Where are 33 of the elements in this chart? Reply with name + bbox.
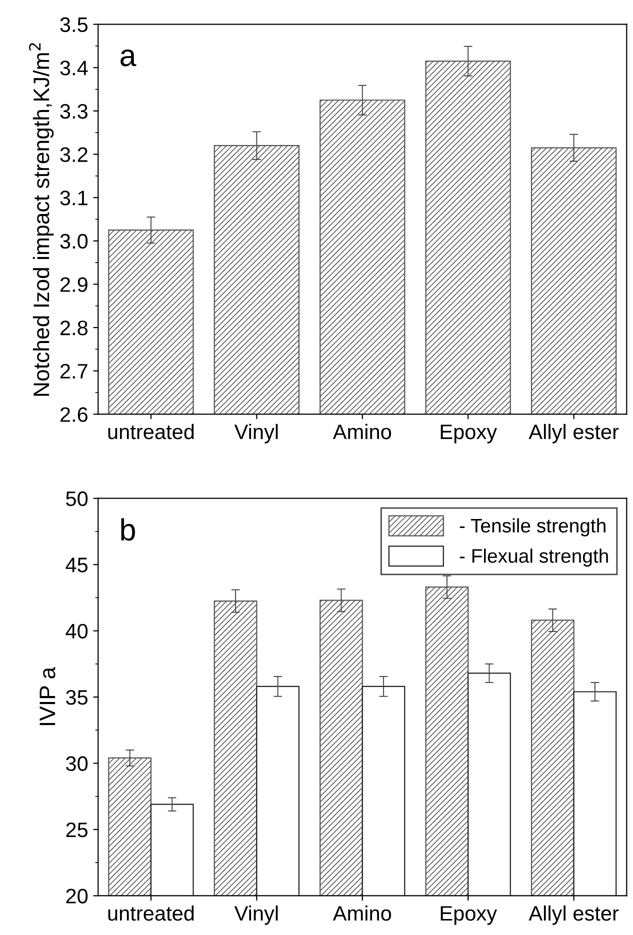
x-tick-label: untreated: [108, 905, 194, 921]
y-tick-label: 3.0: [60, 234, 88, 249]
y-tick-label: 3.4: [60, 60, 88, 76]
y-tick-label: 45: [66, 558, 88, 572]
x-tick-label: Amino: [332, 424, 392, 440]
y-tick-label: 30: [66, 756, 88, 772]
legend-label: - Tensile strength: [460, 518, 606, 536]
y-tick-label: 2.6: [60, 407, 88, 422]
x-tick-label: Allyl ester: [528, 424, 619, 444]
annotation: a: [120, 50, 136, 66]
x-tick-label: Allyl ester: [528, 905, 619, 925]
y-tick-label: 25: [66, 822, 88, 838]
y-tick-label: 3.2: [60, 147, 88, 162]
y-tick-label: 40: [66, 624, 88, 639]
x-tick-label: Amino: [332, 905, 392, 921]
legend-label: - Flexual strength: [460, 548, 608, 567]
y-axis-title: Notched Izod impact strength,KJ/m$^{2}$: [28, 43, 54, 396]
y-tick-label: 2.9: [60, 277, 88, 292]
y-tick-label: 3.1: [60, 190, 88, 206]
x-tick-label: untreated: [108, 424, 194, 440]
y-tick-label: 20: [66, 888, 88, 904]
x-tick-label: Epoxy: [440, 906, 498, 925]
y-tick-label: 50: [66, 491, 88, 506]
y-tick-label: 3.3: [60, 104, 88, 119]
x-tick-label: Vinyl: [234, 905, 278, 925]
x-tick-label: Vinyl: [234, 424, 278, 444]
y-tick-label: 35: [66, 690, 88, 705]
y-tick-label: 2.8: [60, 320, 88, 336]
annotation: b: [121, 518, 135, 541]
y-axis-title: IVIP a: [40, 666, 56, 726]
y-tick-label: 3.5: [60, 17, 88, 32]
x-tick-label: Epoxy: [440, 424, 498, 444]
y-tick-label: 2.7: [60, 364, 88, 378]
